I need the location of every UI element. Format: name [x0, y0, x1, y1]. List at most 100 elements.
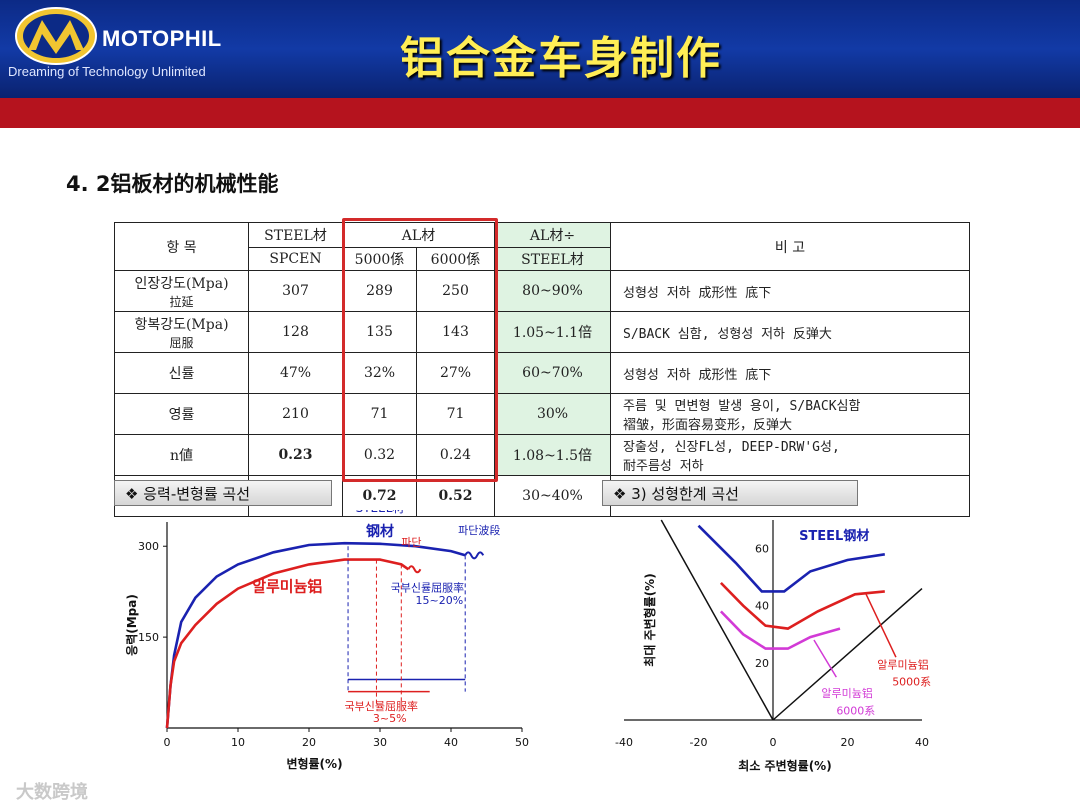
annotation-steel: STEEL钢材 [799, 528, 869, 544]
annotation-steel: STEEL材 [356, 510, 405, 515]
cell-al5000: 0.72 [342, 475, 417, 517]
watermark: 大数跨境 [16, 782, 88, 803]
y-tick-label: 60 [755, 543, 769, 556]
stress-strain-chart: 0 10 20 30 40 50 150 300 변형률(%) 응력(Mpa) STEEL材钢材 파단… [124, 510, 529, 771]
row-name: 영률 [114, 393, 249, 435]
cell-steel: 0.23 [248, 434, 343, 476]
x-tick-label: 20 [841, 736, 855, 749]
series-line-1 [719, 581, 885, 630]
col-item-header: 항 목 [114, 222, 249, 271]
y-tick-label: 40 [755, 600, 769, 613]
x-axis-label: 변형률(%) [286, 756, 342, 771]
annotation-al-curve: 알루미늄铝 [252, 578, 322, 596]
x-tick-label: 0 [164, 736, 171, 749]
series-line-0 [165, 541, 466, 729]
table-row: 항복강도(Mpa) 屈服 128 135 143 1.05~1.1倍 S/BACK… [114, 311, 970, 353]
x-tick-label: 40 [444, 736, 458, 749]
cell-remark: 장출성, 신장FL성, DEEP-DRW'G성, 耐주름성 저하 [610, 434, 970, 476]
col-steel-sub: SPCEN [248, 247, 343, 271]
row-name: 신률 [114, 352, 249, 394]
table-header-row: 항 목 STEEL材 AL材 AL材÷ 비 고 [114, 222, 970, 271]
pointer-al5000 [865, 593, 897, 658]
stress-strain-label: ❖ 응력-변형률 곡선 [114, 480, 332, 506]
reference-line-left [660, 519, 774, 721]
series-line-1 [165, 558, 410, 729]
cell-steel: 128 [248, 311, 343, 353]
x-tick-label: 10 [231, 736, 245, 749]
x-tick-label: 0 [770, 736, 777, 749]
section-title: 4. 2铝板材的机械性能 [66, 172, 279, 196]
cell-ratio: 30% [494, 393, 611, 435]
cell-al5000: 0.32 [342, 434, 417, 476]
cell-steel: 307 [248, 270, 343, 312]
cell-remark: 성형성 저하 成形性 底下 [610, 270, 970, 312]
table-row: 신률 47% 32% 27% 60~70% 성형성 저하 成形性 底下 [114, 352, 970, 394]
annotation-al-necking: 국부신률屈服率 [345, 699, 418, 713]
annotation-al5000: 알루미늄铝 [877, 658, 928, 672]
table-row: n値 0.23 0.32 0.24 1.08~1.5倍 장출성, 신장FL성, … [114, 434, 970, 476]
al-fracture-mark [407, 565, 422, 574]
cell-ratio: 30~40% [494, 475, 611, 517]
y-tick-label: 150 [138, 631, 159, 644]
series-line-0 [697, 524, 885, 593]
mechanical-properties-table: 항 목 STEEL材 AL材 AL材÷ 비 고 SPCEN 5000係 6000… [114, 222, 970, 517]
annotation-al6000: 알루미늄铝 [821, 686, 872, 700]
annotation-al6000-series: 6000系 [836, 704, 875, 717]
cell-al5000: 71 [342, 393, 417, 435]
annotation-steel-range: 15~20% [416, 594, 464, 607]
x-tick-label: -40 [615, 736, 633, 749]
x-tick-label: 50 [515, 736, 529, 749]
cell-ratio: 80~90% [494, 270, 611, 312]
brand-name: MOTOPHIL [102, 26, 222, 51]
y-axis-label: 응력(Mpa) [124, 594, 139, 656]
brand-tagline: Dreaming of Technology Unlimited [8, 64, 206, 79]
forming-limit-chart: -40 -20 0 20 40 20 40 60 최소 주변형률(%) 최대 주변형률(%) STE… [615, 519, 931, 772]
col-al-header: AL材 [342, 222, 495, 248]
col-remark-header: 비 고 [610, 222, 970, 271]
reference-line-right [772, 588, 923, 721]
cell-remark: 성형성 저하 成形性 底下 [610, 352, 970, 394]
cell-al6000: 0.52 [416, 475, 495, 517]
col-al5000-header: 5000係 [342, 247, 417, 271]
annotation-steel-cn: 钢材 [366, 523, 394, 540]
al-columns-highlight-box [342, 218, 498, 482]
forming-limit-label: ❖ 3) 성형한계 곡선 [602, 480, 858, 506]
annotation-steel-fracture: 파단波段 [458, 523, 500, 537]
cell-steel: 47% [248, 352, 343, 394]
pointer-al6000 [813, 639, 837, 678]
annotation-steel-necking: 국부신률屈服率 [391, 581, 464, 595]
motophil-logo-icon [15, 7, 97, 65]
cell-al5000: 289 [342, 270, 417, 312]
col-steel-header: STEEL材 [248, 222, 343, 248]
cell-remark: 주름 및 면변형 발생 용이, S/BACK심함 褶皱，形面容易变形，反弹大 [610, 393, 970, 435]
y-axis-label: 최대 주변형률(%) [642, 573, 657, 666]
row-name: n値 [114, 434, 249, 476]
cell-al6000: 143 [416, 311, 495, 353]
slide-title: 铝合金车身制作 [400, 33, 722, 84]
row-name: 항복강도(Mpa) 屈服 [114, 311, 249, 353]
cell-ratio: 60~70% [494, 352, 611, 394]
header-red-bar [0, 98, 1080, 128]
col-ratio-header: AL材÷ [494, 222, 611, 248]
x-tick-label: 30 [373, 736, 387, 749]
annotation-al-range: 3~5% [373, 712, 407, 725]
cell-remark: S/BACK 심함, 성형성 저하 反弹大 [610, 311, 970, 353]
table-row: 영률 210 71 71 30% 주름 및 면변형 발생 용이, S/BACK심… [114, 393, 970, 435]
annotation-al5000-series: 5000系 [892, 676, 931, 689]
y-tick-label: 20 [755, 657, 769, 670]
y-tick-label: 300 [138, 540, 159, 553]
steel-fracture-mark [464, 551, 485, 560]
table-row: 인장강도(Mpa) 拉延 307 289 250 80~90% 성형성 저하 成形… [114, 270, 970, 312]
cell-al6000: 0.24 [416, 434, 495, 476]
col-ratio-sub: STEEL材 [494, 247, 611, 271]
x-axis-label: 최소 주변형률(%) [738, 758, 831, 772]
series-line-2 [719, 610, 841, 650]
cell-ratio: 1.05~1.1倍 [494, 311, 611, 353]
x-tick-label: 20 [302, 736, 316, 749]
slide-header [0, 0, 1080, 98]
table-subheader-row: SPCEN 5000係 6000係 STEEL材 [115, 247, 970, 271]
row-name: 인장강도(Mpa) 拉延 [114, 270, 249, 312]
annotation-al-fracture: 파단 [401, 536, 421, 549]
cell-al6000: 71 [416, 393, 495, 435]
cell-steel: 210 [248, 393, 343, 435]
